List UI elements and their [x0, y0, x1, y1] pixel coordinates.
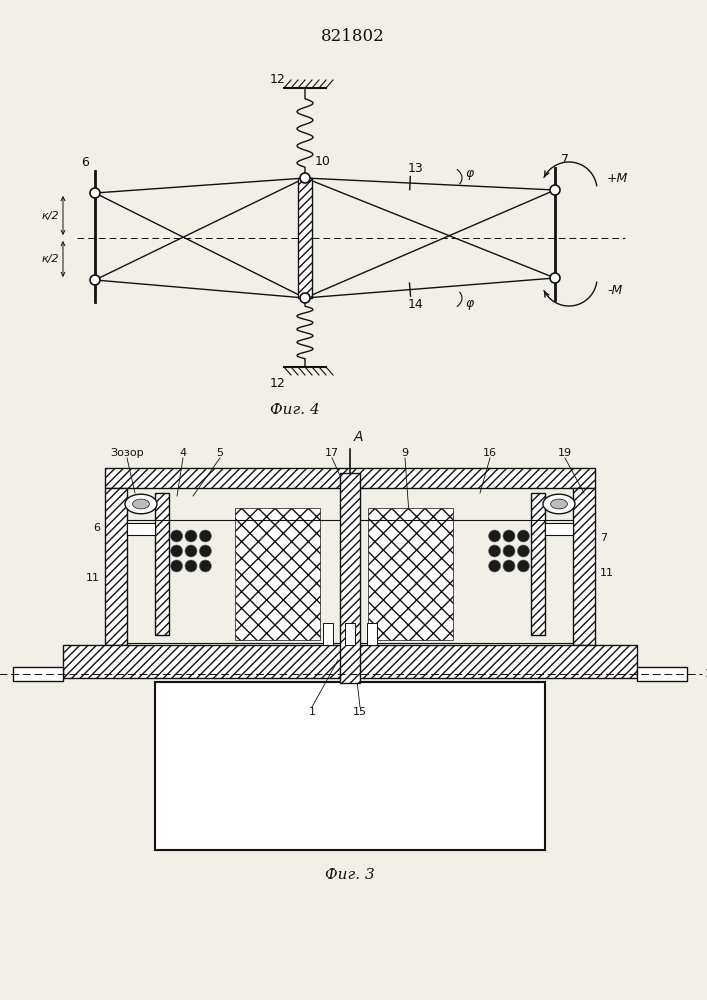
Circle shape — [199, 545, 211, 557]
Bar — [573, 488, 595, 645]
Bar — [323, 623, 333, 645]
Circle shape — [489, 545, 501, 557]
Ellipse shape — [133, 499, 149, 509]
Bar — [367, 623, 377, 645]
Text: 19: 19 — [558, 448, 572, 458]
Text: Фиг. 4: Фиг. 4 — [270, 403, 320, 417]
Circle shape — [503, 530, 515, 542]
Text: 12: 12 — [269, 377, 285, 390]
Circle shape — [518, 530, 530, 542]
Ellipse shape — [543, 494, 575, 514]
Circle shape — [185, 560, 197, 572]
Circle shape — [90, 275, 100, 285]
Text: 18: 18 — [705, 669, 707, 679]
Circle shape — [518, 560, 530, 572]
Circle shape — [199, 530, 211, 542]
Text: 15: 15 — [353, 707, 367, 717]
Text: 1: 1 — [308, 707, 315, 717]
Bar — [345, 623, 355, 645]
Bar — [298, 178, 312, 298]
Text: 12: 12 — [269, 73, 285, 86]
Circle shape — [550, 185, 560, 195]
Circle shape — [185, 545, 197, 557]
Circle shape — [90, 188, 100, 198]
Bar — [155, 493, 169, 635]
Circle shape — [503, 560, 515, 572]
Bar — [127, 523, 155, 535]
Bar — [340, 473, 360, 683]
Text: Зозор: Зозор — [110, 448, 144, 458]
Circle shape — [518, 545, 530, 557]
Text: φ: φ — [465, 167, 473, 180]
Bar — [105, 468, 595, 488]
Circle shape — [170, 545, 182, 557]
Text: 6: 6 — [81, 156, 89, 169]
Text: к/2: к/2 — [42, 254, 59, 264]
Circle shape — [199, 560, 211, 572]
Bar — [531, 493, 545, 635]
Text: 6: 6 — [93, 523, 100, 533]
Text: А: А — [354, 430, 363, 444]
Ellipse shape — [551, 499, 568, 509]
Bar — [368, 508, 453, 640]
Text: Фиг. 3: Фиг. 3 — [325, 868, 375, 882]
Circle shape — [300, 173, 310, 183]
Bar — [63, 645, 637, 678]
Text: 14: 14 — [408, 298, 423, 311]
Text: -М: -М — [607, 284, 622, 296]
Text: 11: 11 — [86, 573, 100, 583]
Text: 17: 17 — [325, 448, 339, 458]
Text: 11: 11 — [600, 568, 614, 578]
Text: 16: 16 — [483, 448, 497, 458]
Text: 4: 4 — [180, 448, 187, 458]
Bar — [545, 523, 573, 535]
Ellipse shape — [125, 494, 157, 514]
Bar — [13, 667, 63, 681]
Text: 7: 7 — [600, 533, 607, 543]
Bar — [235, 508, 320, 640]
Circle shape — [185, 530, 197, 542]
Circle shape — [503, 545, 515, 557]
Text: 5: 5 — [216, 448, 223, 458]
Text: 13: 13 — [408, 162, 423, 175]
Circle shape — [170, 560, 182, 572]
Text: 7: 7 — [561, 153, 569, 166]
Circle shape — [550, 273, 560, 283]
Circle shape — [300, 293, 310, 303]
Bar — [45, 453, 655, 683]
Text: 9: 9 — [402, 448, 409, 458]
Bar — [155, 682, 545, 850]
Text: 10: 10 — [315, 155, 331, 168]
Text: +М: +М — [607, 172, 629, 184]
Text: 821802: 821802 — [321, 28, 385, 45]
Circle shape — [170, 530, 182, 542]
Text: φ: φ — [465, 296, 473, 310]
Bar — [637, 667, 687, 681]
Text: к/2: к/2 — [42, 211, 59, 221]
Bar — [105, 488, 127, 645]
Circle shape — [489, 530, 501, 542]
Circle shape — [489, 560, 501, 572]
